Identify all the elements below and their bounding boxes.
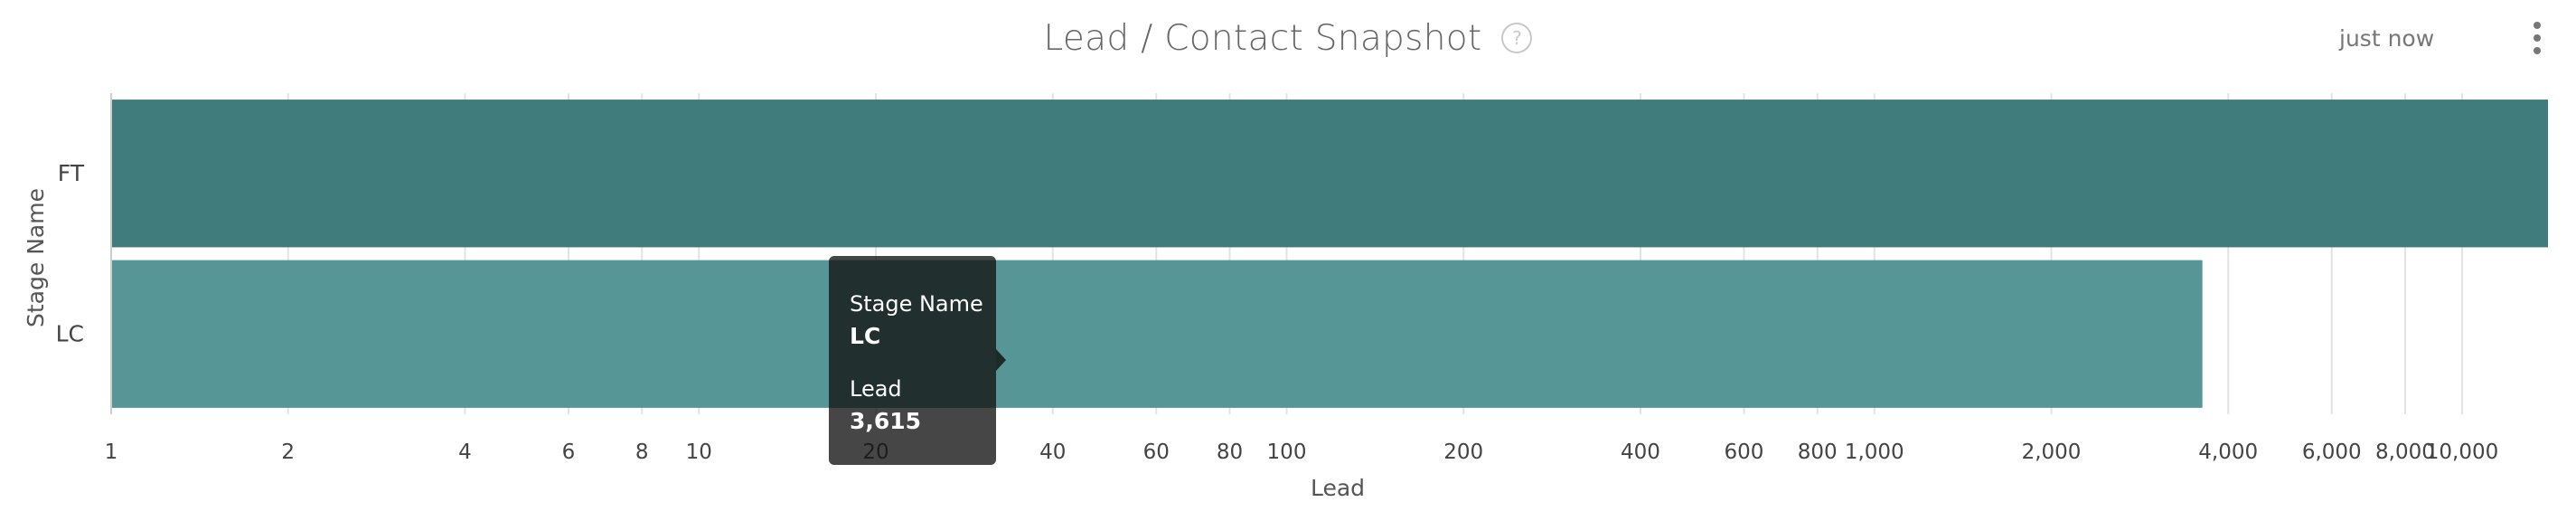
x-tick-label: 1,000 <box>1845 440 1904 464</box>
tooltip-category-label: Stage Name <box>850 291 983 317</box>
y-category-label: FT <box>58 160 85 186</box>
bar-ft[interactable] <box>111 99 2549 248</box>
x-tick-label: 600 <box>1725 440 1764 464</box>
x-tick-labels: 1246810204060801002004006008001,0002,000… <box>105 440 2499 464</box>
more-options-icon[interactable] <box>2526 22 2548 58</box>
x-tick-label: 1 <box>105 440 118 464</box>
x-tick-label: 400 <box>1621 440 1660 464</box>
x-tick-label: 800 <box>1798 440 1838 464</box>
hover-tooltip: Stage Name LC Lead 3,615 <box>829 256 1006 465</box>
chart-title: Lead / Contact Snapshot <box>1043 17 1482 59</box>
x-tick-label: 8,000 <box>2375 440 2435 464</box>
x-tick-label: 4 <box>458 440 472 464</box>
bars <box>111 99 2549 408</box>
tooltip-category-value: LC <box>850 323 881 349</box>
tooltip-measure-value: 3,615 <box>850 408 922 434</box>
help-icon[interactable]: ? <box>1501 23 1533 53</box>
y-category-label: LC <box>56 320 84 346</box>
x-tick-label: 8 <box>635 440 649 464</box>
x-tick-label: 6,000 <box>2302 440 2362 464</box>
x-tick-label: 6 <box>562 440 576 464</box>
tooltip-measure-label: Lead <box>850 376 902 402</box>
x-axis-label: Lead <box>1311 475 1365 501</box>
x-tick-label: 2,000 <box>2022 440 2082 464</box>
x-tick-label: 10 <box>686 440 712 464</box>
bar-lc[interactable] <box>111 260 2203 408</box>
x-tick-label: 4,000 <box>2198 440 2258 464</box>
x-tick-label: 100 <box>1267 440 1307 464</box>
x-tick-label: 40 <box>1039 440 1066 464</box>
last-updated-timestamp: just now <box>2339 25 2435 52</box>
x-tick-label: 10,000 <box>2426 440 2498 464</box>
x-tick-label: 80 <box>1217 440 1243 464</box>
chart-header: Lead / Contact Snapshot ? <box>0 11 2576 65</box>
x-tick-label: 200 <box>1443 440 1483 464</box>
x-tick-label: 60 <box>1143 440 1170 464</box>
x-tick-label: 2 <box>281 440 295 464</box>
y-axis-label: Stage Name <box>23 188 49 327</box>
y-category-labels: FT LC <box>56 160 85 347</box>
